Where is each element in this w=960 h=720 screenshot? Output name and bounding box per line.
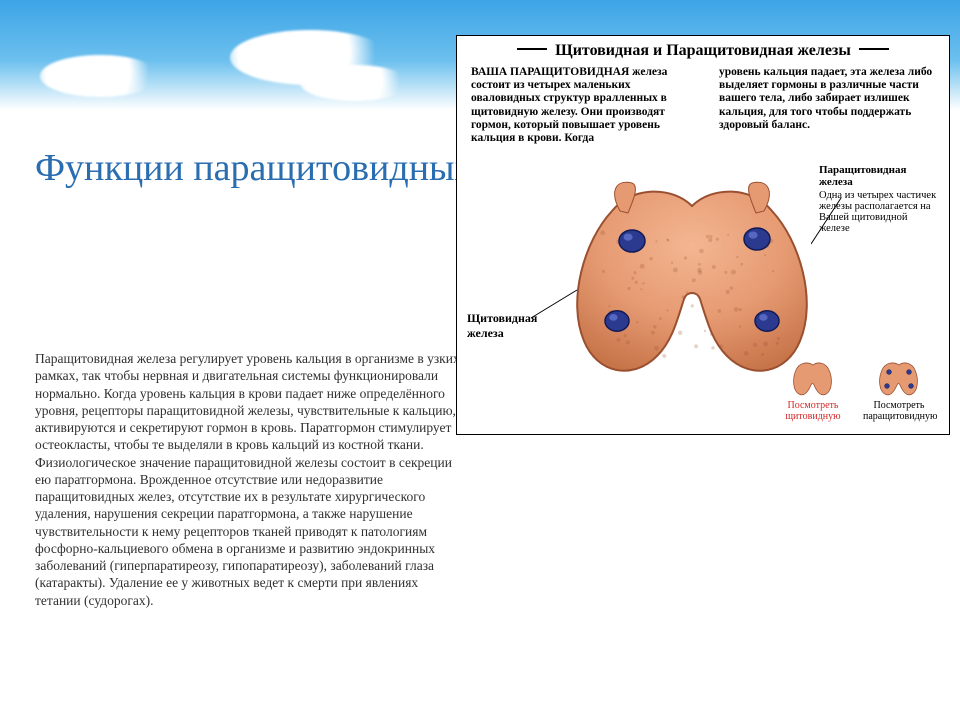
diagram-panel: Щитовидная и Паращитовидная железы ВАША … bbox=[456, 35, 950, 435]
thumb-parathyroid[interactable]: Посмотреть паращитовидную bbox=[863, 361, 935, 422]
leader-line-right bbox=[811, 196, 845, 246]
intro-text-left: ВАША ПАРАЩИТОВИДНАЯ же­леза состоит из ч… bbox=[471, 66, 691, 145]
body-paragraph: Паращитовидная железа регулирует уровень… bbox=[35, 350, 465, 609]
thumb-parathyroid-label: Посмотреть паращитовидную bbox=[863, 400, 938, 422]
leader-line-left bbox=[529, 288, 579, 328]
intro-text-right: уровень кальция падает, эта железа либо … bbox=[719, 66, 934, 132]
thumb-thyroid-label: Посмотреть щитовидную bbox=[785, 400, 840, 422]
thyroid-diagram bbox=[562, 181, 822, 381]
thumb-thyroid[interactable]: Посмотреть щитовидную bbox=[777, 361, 849, 422]
label-parathyroid-title: Паращитовидная железа bbox=[819, 164, 937, 188]
diagram-title: Щитовидная и Паращитовидная железы bbox=[457, 42, 949, 60]
